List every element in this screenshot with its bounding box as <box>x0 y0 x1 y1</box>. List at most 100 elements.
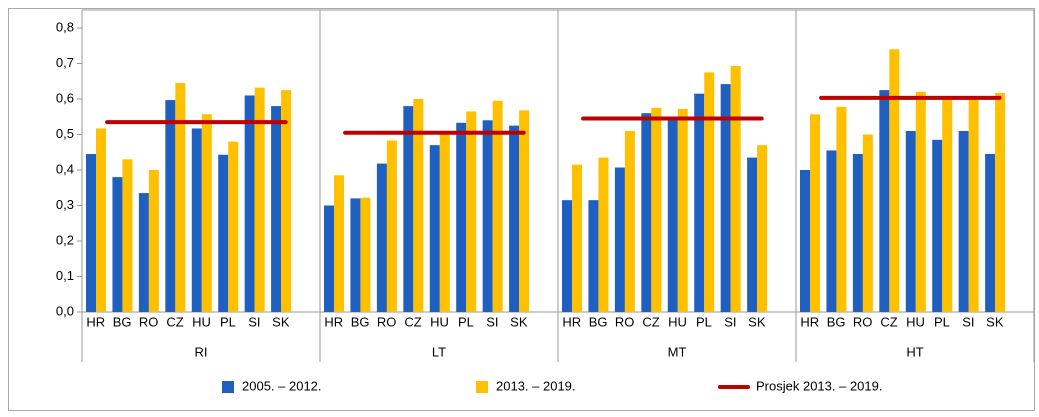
x-tick-label: HU <box>192 314 211 329</box>
bar <box>413 99 424 312</box>
bar <box>403 106 414 312</box>
bar <box>175 83 186 313</box>
bar <box>138 193 149 312</box>
bar <box>624 130 635 312</box>
x-tick-label: SK <box>272 314 290 329</box>
bar <box>572 164 582 312</box>
bar <box>228 141 239 312</box>
bar <box>466 111 477 312</box>
legend-swatch <box>476 381 488 393</box>
bar <box>519 110 530 312</box>
bar <box>562 200 572 312</box>
bar <box>942 99 953 312</box>
bar <box>852 154 863 312</box>
bar <box>492 100 503 313</box>
bar <box>429 145 440 312</box>
bar <box>254 87 265 312</box>
group-label: MT <box>668 344 687 359</box>
bar <box>641 113 652 312</box>
bar <box>218 154 229 312</box>
x-tick-label: SI <box>486 314 498 329</box>
y-tick-label: 0,2 <box>56 232 74 247</box>
x-tick-label: HR <box>86 314 105 329</box>
group-label: HT <box>906 344 923 359</box>
x-tick-label: SI <box>962 314 974 329</box>
y-tick-label: 0,6 <box>56 90 74 105</box>
bar <box>509 125 520 312</box>
bar <box>958 130 969 312</box>
bar <box>96 128 106 312</box>
legend-label: Prosjek 2013. – 2019. <box>756 378 882 393</box>
bar <box>86 154 96 312</box>
bar <box>598 157 609 312</box>
bar <box>704 72 715 312</box>
bar <box>376 163 387 312</box>
bar <box>334 175 344 312</box>
bar <box>122 159 133 312</box>
bar <box>889 49 900 313</box>
bar <box>281 90 292 312</box>
y-tick-label: 0,0 <box>56 303 74 318</box>
bar <box>201 114 212 312</box>
bar <box>112 177 123 312</box>
bar <box>810 114 820 312</box>
bar <box>879 90 890 312</box>
bar <box>757 145 768 312</box>
legend-label: 2005. – 2012. <box>242 378 322 393</box>
bar <box>588 200 599 312</box>
bar <box>836 106 847 312</box>
bar <box>905 130 916 312</box>
bar <box>915 91 926 313</box>
x-tick-label: HU <box>668 314 687 329</box>
x-tick-label: SI <box>724 314 736 329</box>
bar <box>386 140 397 312</box>
bar <box>148 170 159 312</box>
bar <box>995 92 1006 312</box>
x-tick-label: RO <box>377 314 397 329</box>
bar <box>651 107 662 312</box>
x-tick-label: SI <box>248 314 260 329</box>
x-tick-label: PL <box>220 314 236 329</box>
x-tick-label: RO <box>615 314 635 329</box>
x-tick-label: HU <box>906 314 925 329</box>
bar <box>826 150 837 312</box>
bar <box>614 167 625 312</box>
x-tick-label: SK <box>748 314 766 329</box>
y-tick-label: 0,8 <box>56 19 74 34</box>
bar <box>482 120 493 312</box>
x-tick-label: PL <box>696 314 712 329</box>
x-tick-label: CZ <box>166 314 183 329</box>
bar <box>694 93 705 312</box>
bar <box>191 128 202 312</box>
bar <box>730 65 741 312</box>
x-tick-label: PL <box>458 314 474 329</box>
x-tick-label: RO <box>139 314 159 329</box>
x-tick-label: RO <box>853 314 873 329</box>
bar <box>350 198 361 312</box>
x-tick-label: SK <box>510 314 528 329</box>
bar <box>968 99 979 312</box>
y-tick-label: 0,5 <box>56 126 74 141</box>
bar <box>800 170 810 312</box>
x-tick-label: BG <box>589 314 608 329</box>
y-tick-label: 0,4 <box>56 161 74 176</box>
x-tick-label: BG <box>113 314 132 329</box>
x-tick-label: CZ <box>642 314 659 329</box>
bar <box>324 205 334 312</box>
y-tick-label: 0,1 <box>56 268 74 283</box>
legend-swatch <box>222 381 234 393</box>
x-tick-label: BG <box>351 314 370 329</box>
bar <box>720 84 731 312</box>
group-label: RI <box>195 344 208 359</box>
bar <box>439 130 450 312</box>
x-tick-label: HR <box>562 314 581 329</box>
y-tick-label: 0,7 <box>56 55 74 70</box>
x-tick-label: SK <box>986 314 1004 329</box>
bar <box>360 197 371 312</box>
bar <box>271 106 282 312</box>
x-tick-label: PL <box>934 314 950 329</box>
legend-label: 2013. – 2019. <box>496 378 576 393</box>
bar <box>862 134 873 312</box>
bar <box>677 108 688 312</box>
